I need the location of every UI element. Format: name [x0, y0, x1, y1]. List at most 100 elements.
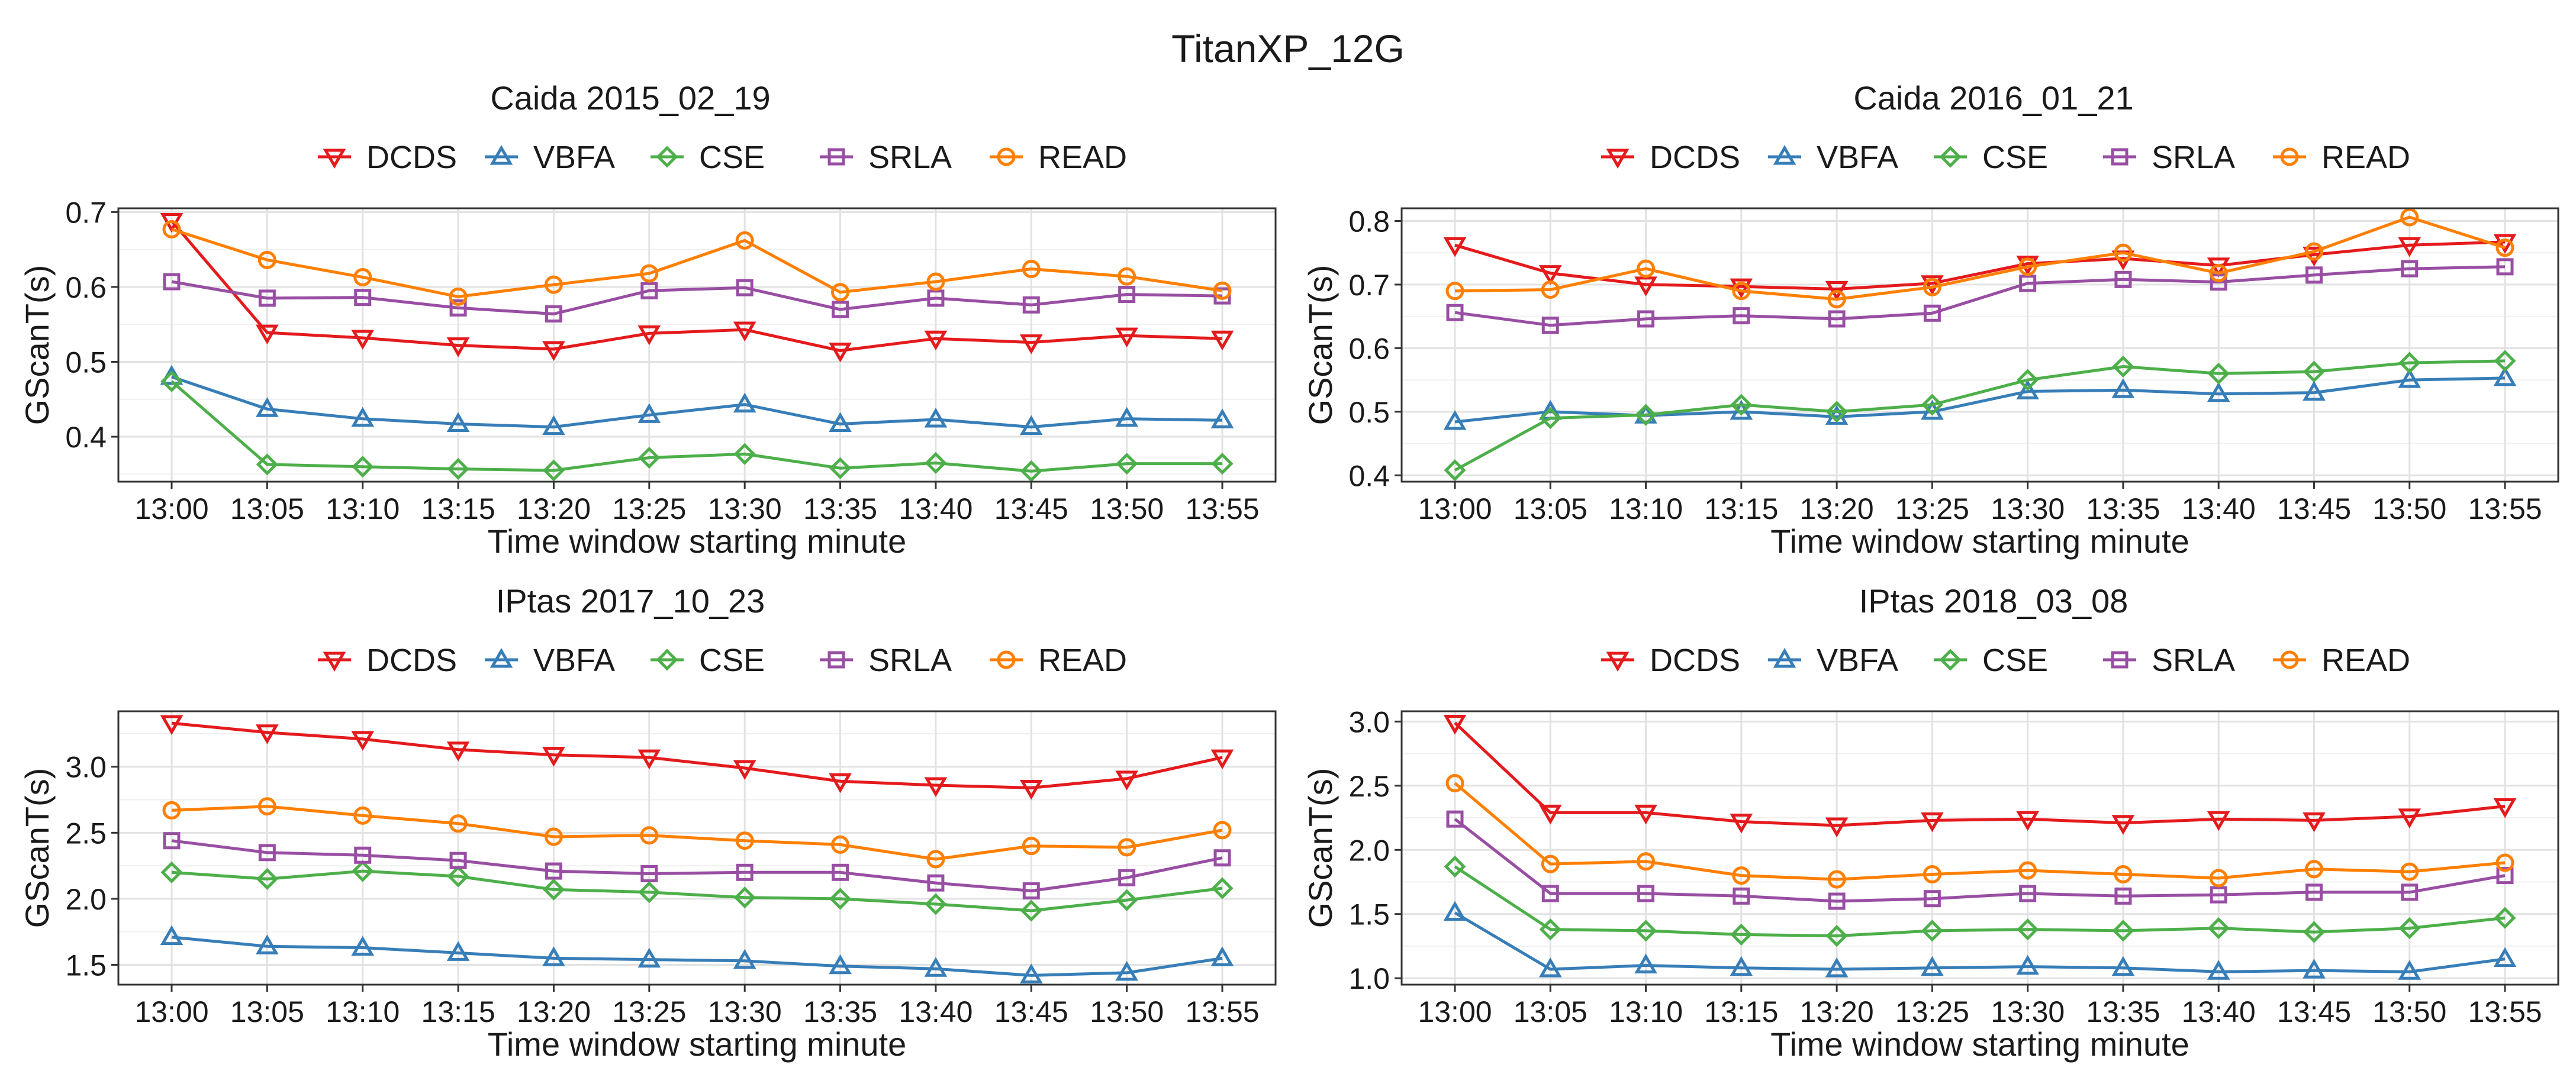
legend-item-dcds: DCDS: [1601, 140, 1740, 175]
data-point-read: [640, 264, 659, 283]
data-point-read: [2400, 208, 2419, 227]
x-tick-label: 13:35: [2086, 492, 2160, 525]
data-point-dcds: [637, 749, 661, 770]
data-point-srla: [1541, 885, 1559, 902]
data-point-srla: [545, 305, 562, 322]
data-point-vbfa: [446, 412, 470, 433]
data-point-dcds: [1210, 330, 1234, 351]
x-tick-label: 13:35: [2086, 995, 2160, 1028]
legend-item-read: READ: [990, 140, 1127, 175]
x-tick-label: 13:15: [421, 492, 495, 525]
x-tick-label: 13:50: [2372, 995, 2446, 1028]
data-point-dcds: [1115, 770, 1138, 791]
figure-title: TitanXP_12G: [1171, 27, 1405, 70]
data-point-read: [162, 801, 181, 820]
data-point-srla: [2210, 886, 2227, 904]
data-point-srla: [354, 289, 372, 307]
x-tick-label: 13:30: [708, 492, 782, 525]
data-point-dcds: [1825, 817, 1849, 838]
data-point-srla: [1118, 286, 1136, 304]
series-line-vbfa: [171, 375, 1223, 429]
data-point-vbfa: [351, 407, 375, 427]
data-point-dcds: [2207, 811, 2230, 831]
x-tick-label: 13:45: [994, 492, 1068, 525]
data-point-cse: [352, 456, 374, 478]
data-point-srla: [2305, 266, 2323, 284]
legend-label: CSE: [1982, 643, 2048, 678]
data-point-cse: [1635, 920, 1657, 942]
data-point-read: [2209, 264, 2228, 283]
legend-marker-square: [827, 148, 845, 166]
data-point-vbfa: [1019, 963, 1043, 983]
data-point-cse: [2494, 907, 2516, 929]
y-tick-label: 2.5: [65, 817, 107, 850]
x-tick-label: 13:15: [1704, 492, 1778, 525]
data-point-read: [1445, 282, 1464, 301]
data-point-dcds: [1730, 814, 1753, 834]
series-srla: [163, 273, 1231, 322]
data-point-dcds: [637, 325, 661, 346]
legend-marker-square: [2111, 148, 2129, 166]
data-point-srla: [736, 863, 754, 881]
data-point-cse: [447, 865, 469, 888]
data-point-vbfa: [1538, 957, 1562, 978]
x-tick-label: 13:35: [803, 995, 877, 1028]
data-point-read: [735, 231, 754, 250]
series-line-dcds: [170, 220, 1223, 352]
data-point-srla: [832, 863, 849, 881]
legend-item-vbfa: VBFA: [485, 643, 615, 678]
legend-label: READ: [1038, 643, 1127, 678]
y-tick-label: 0.6: [65, 271, 107, 304]
data-point-vbfa: [1115, 960, 1138, 981]
y-tick-label: 0.4: [1348, 459, 1390, 492]
series-dcds: [160, 213, 1234, 363]
data-point-dcds: [351, 731, 375, 751]
data-point-read: [353, 267, 372, 286]
series-line-read: [1454, 782, 2506, 881]
series-line-vbfa: [1454, 911, 2506, 973]
series-srla: [1446, 258, 2514, 334]
data-point-dcds: [2303, 812, 2326, 833]
data-point-dcds: [2398, 237, 2422, 257]
x-tick-label: 13:20: [1800, 995, 1874, 1028]
series-line-dcds: [171, 721, 1223, 789]
data-point-srla: [163, 832, 181, 850]
data-point-cse: [1116, 889, 1138, 911]
data-point-read: [2304, 242, 2323, 261]
x-axis-label: Time window starting minute: [488, 523, 907, 560]
data-point-vbfa: [2398, 368, 2422, 388]
data-point-dcds: [1634, 804, 1657, 825]
legend-label: READ: [2321, 140, 2410, 175]
series-line-read: [171, 805, 1223, 861]
x-tick-label: 13:30: [708, 995, 782, 1028]
legend-label: READ: [1038, 140, 1127, 175]
legend-item-dcds: DCDS: [318, 140, 457, 175]
data-point-cse: [2398, 917, 2421, 940]
series-srla: [163, 832, 1231, 900]
data-point-read: [1732, 866, 1751, 885]
data-point-cse: [1539, 407, 1561, 430]
series-line-cse: [1454, 865, 2506, 938]
series-read: [1445, 208, 2514, 309]
y-axis-label: GScanT(s): [1302, 768, 1339, 928]
data-point-srla: [449, 852, 467, 869]
data-point-vbfa: [2493, 366, 2517, 386]
data-point-read: [2114, 243, 2133, 262]
data-point-cse: [1635, 404, 1657, 426]
legend-marker-circle: [997, 650, 1016, 669]
data-point-cse: [2398, 351, 2421, 374]
legend-item-cse: CSE: [651, 643, 765, 678]
data-point-vbfa: [1921, 956, 1944, 976]
x-tick-label: 13:45: [2277, 995, 2351, 1028]
data-point-dcds: [1538, 265, 1562, 285]
legend-marker-diamond: [656, 649, 678, 671]
y-tick-label: 1.0: [1348, 962, 1390, 995]
legend-label: VBFA: [1817, 140, 1898, 175]
plot-border: [117, 207, 1277, 483]
data-point-srla: [640, 865, 658, 883]
x-tick-label: 13:55: [2468, 995, 2542, 1028]
data-point-vbfa: [1115, 407, 1138, 427]
y-tick-label: 3.0: [65, 751, 107, 784]
data-point-dcds: [1921, 812, 1944, 833]
x-tick-label: 13:25: [1895, 492, 1969, 525]
